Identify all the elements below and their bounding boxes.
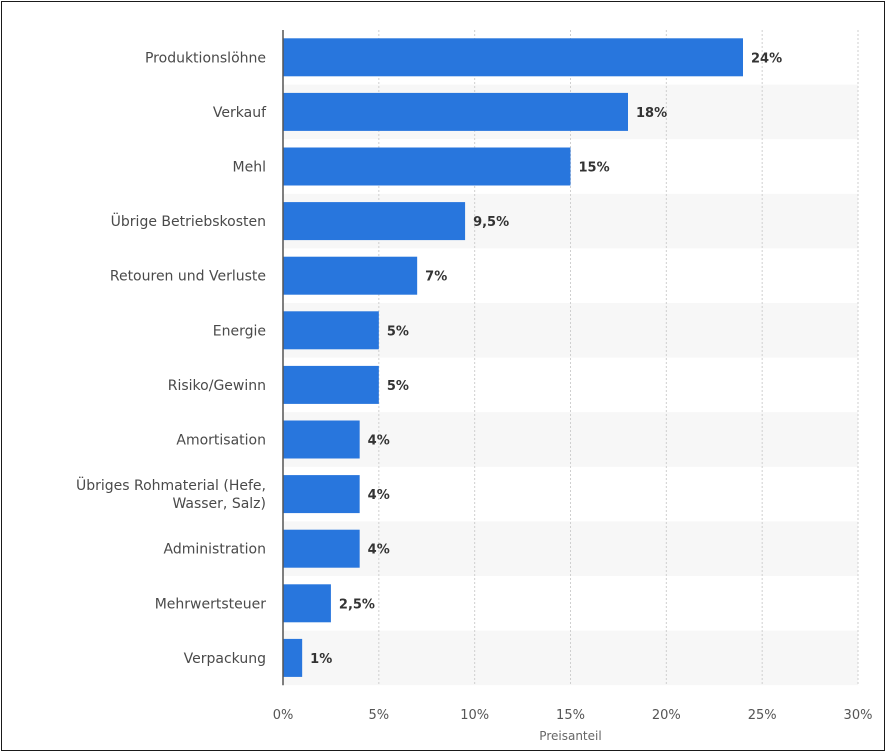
x-tick-label: 5% [369, 708, 390, 723]
value-label: 4% [368, 434, 390, 449]
x-axis-title: Preisanteil [539, 729, 601, 743]
bar[interactable] [283, 475, 360, 514]
x-tick-label: 0% [273, 708, 294, 723]
category-label: Energie [213, 323, 266, 339]
bars [283, 38, 743, 677]
bar[interactable] [283, 202, 466, 241]
bar[interactable] [283, 92, 628, 131]
bar[interactable] [283, 638, 303, 677]
category-label: Produktionslöhne [145, 50, 266, 66]
value-label: 4% [368, 543, 390, 558]
category-label: Risiko/Gewinn [168, 378, 266, 394]
bar[interactable] [283, 420, 360, 459]
x-tick-label: 20% [652, 708, 681, 723]
value-label: 4% [368, 488, 390, 503]
value-label: 5% [387, 324, 409, 339]
bar[interactable] [283, 311, 379, 350]
value-label: 18% [636, 106, 667, 121]
x-tick-labels: 0% 5% 10% 15% 20% 25% 30% [273, 708, 873, 723]
value-label: 2,5% [339, 597, 375, 612]
value-label: 5% [387, 379, 409, 394]
category-label: Mehrwertsteuer [155, 596, 267, 612]
x-tick-label: 15% [556, 708, 585, 723]
category-label: Administration [164, 542, 266, 558]
category-label: Mehl [233, 160, 266, 176]
value-label: 24% [751, 51, 782, 66]
category-label: Retouren und Verluste [110, 269, 266, 285]
category-label: Amortisation [176, 433, 266, 449]
bar[interactable] [283, 584, 331, 623]
category-label: Übrige Betriebskosten [111, 212, 266, 230]
category-label: Verkauf [213, 105, 267, 121]
bar[interactable] [283, 38, 743, 77]
x-tick-label: 10% [460, 708, 489, 723]
bar[interactable] [283, 529, 360, 568]
value-label: 9,5% [473, 215, 509, 230]
category-label: Übriges Rohmaterial (Hefe, Wasser, Salz) [76, 476, 266, 512]
category-labels: Produktionslöhne Verkauf Mehl Übrige Betrie… [76, 50, 267, 667]
x-tick-label: 25% [748, 708, 777, 723]
value-label: 15% [579, 161, 610, 176]
value-label: 7% [425, 270, 447, 285]
category-label: Verpackung [184, 651, 266, 667]
value-labels: 24% 18% 15% 9,5% 7% 5% 5% 4% 4% 4% 2,5% 1% [310, 51, 782, 667]
bar[interactable] [283, 147, 571, 186]
value-label: 1% [310, 652, 332, 667]
bar[interactable] [283, 256, 418, 295]
x-tick-label: 30% [844, 708, 873, 723]
bar[interactable] [283, 365, 379, 404]
gridlines [378, 30, 859, 686]
